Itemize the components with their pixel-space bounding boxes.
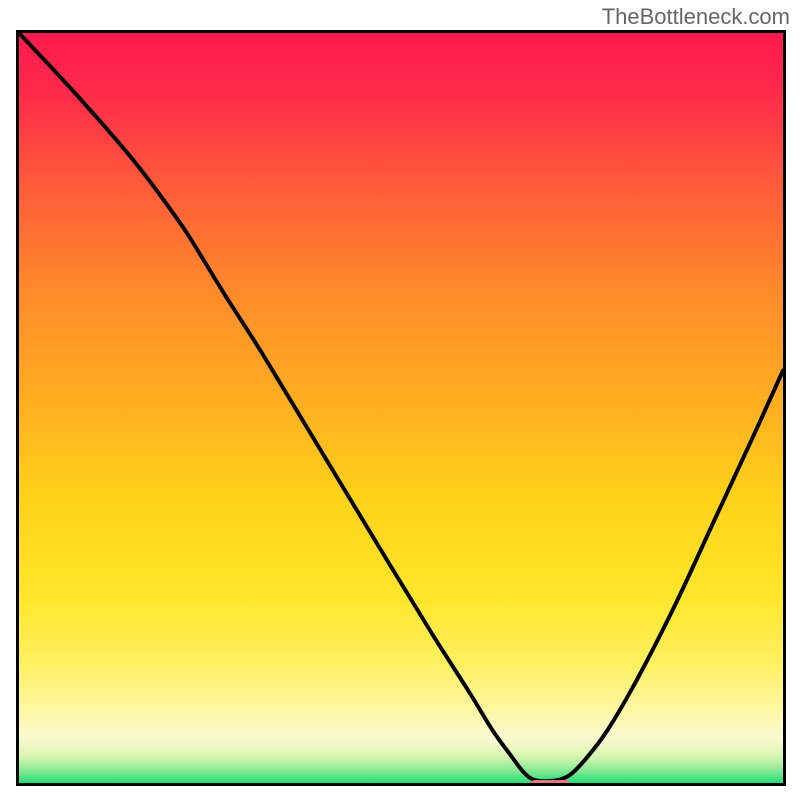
plot-area — [16, 30, 786, 786]
watermark-text: TheBottleneck.com — [602, 4, 790, 30]
bottleneck-curve — [19, 33, 783, 783]
chart-container: TheBottleneck.com — [0, 0, 800, 800]
optimal-marker — [528, 780, 572, 786]
